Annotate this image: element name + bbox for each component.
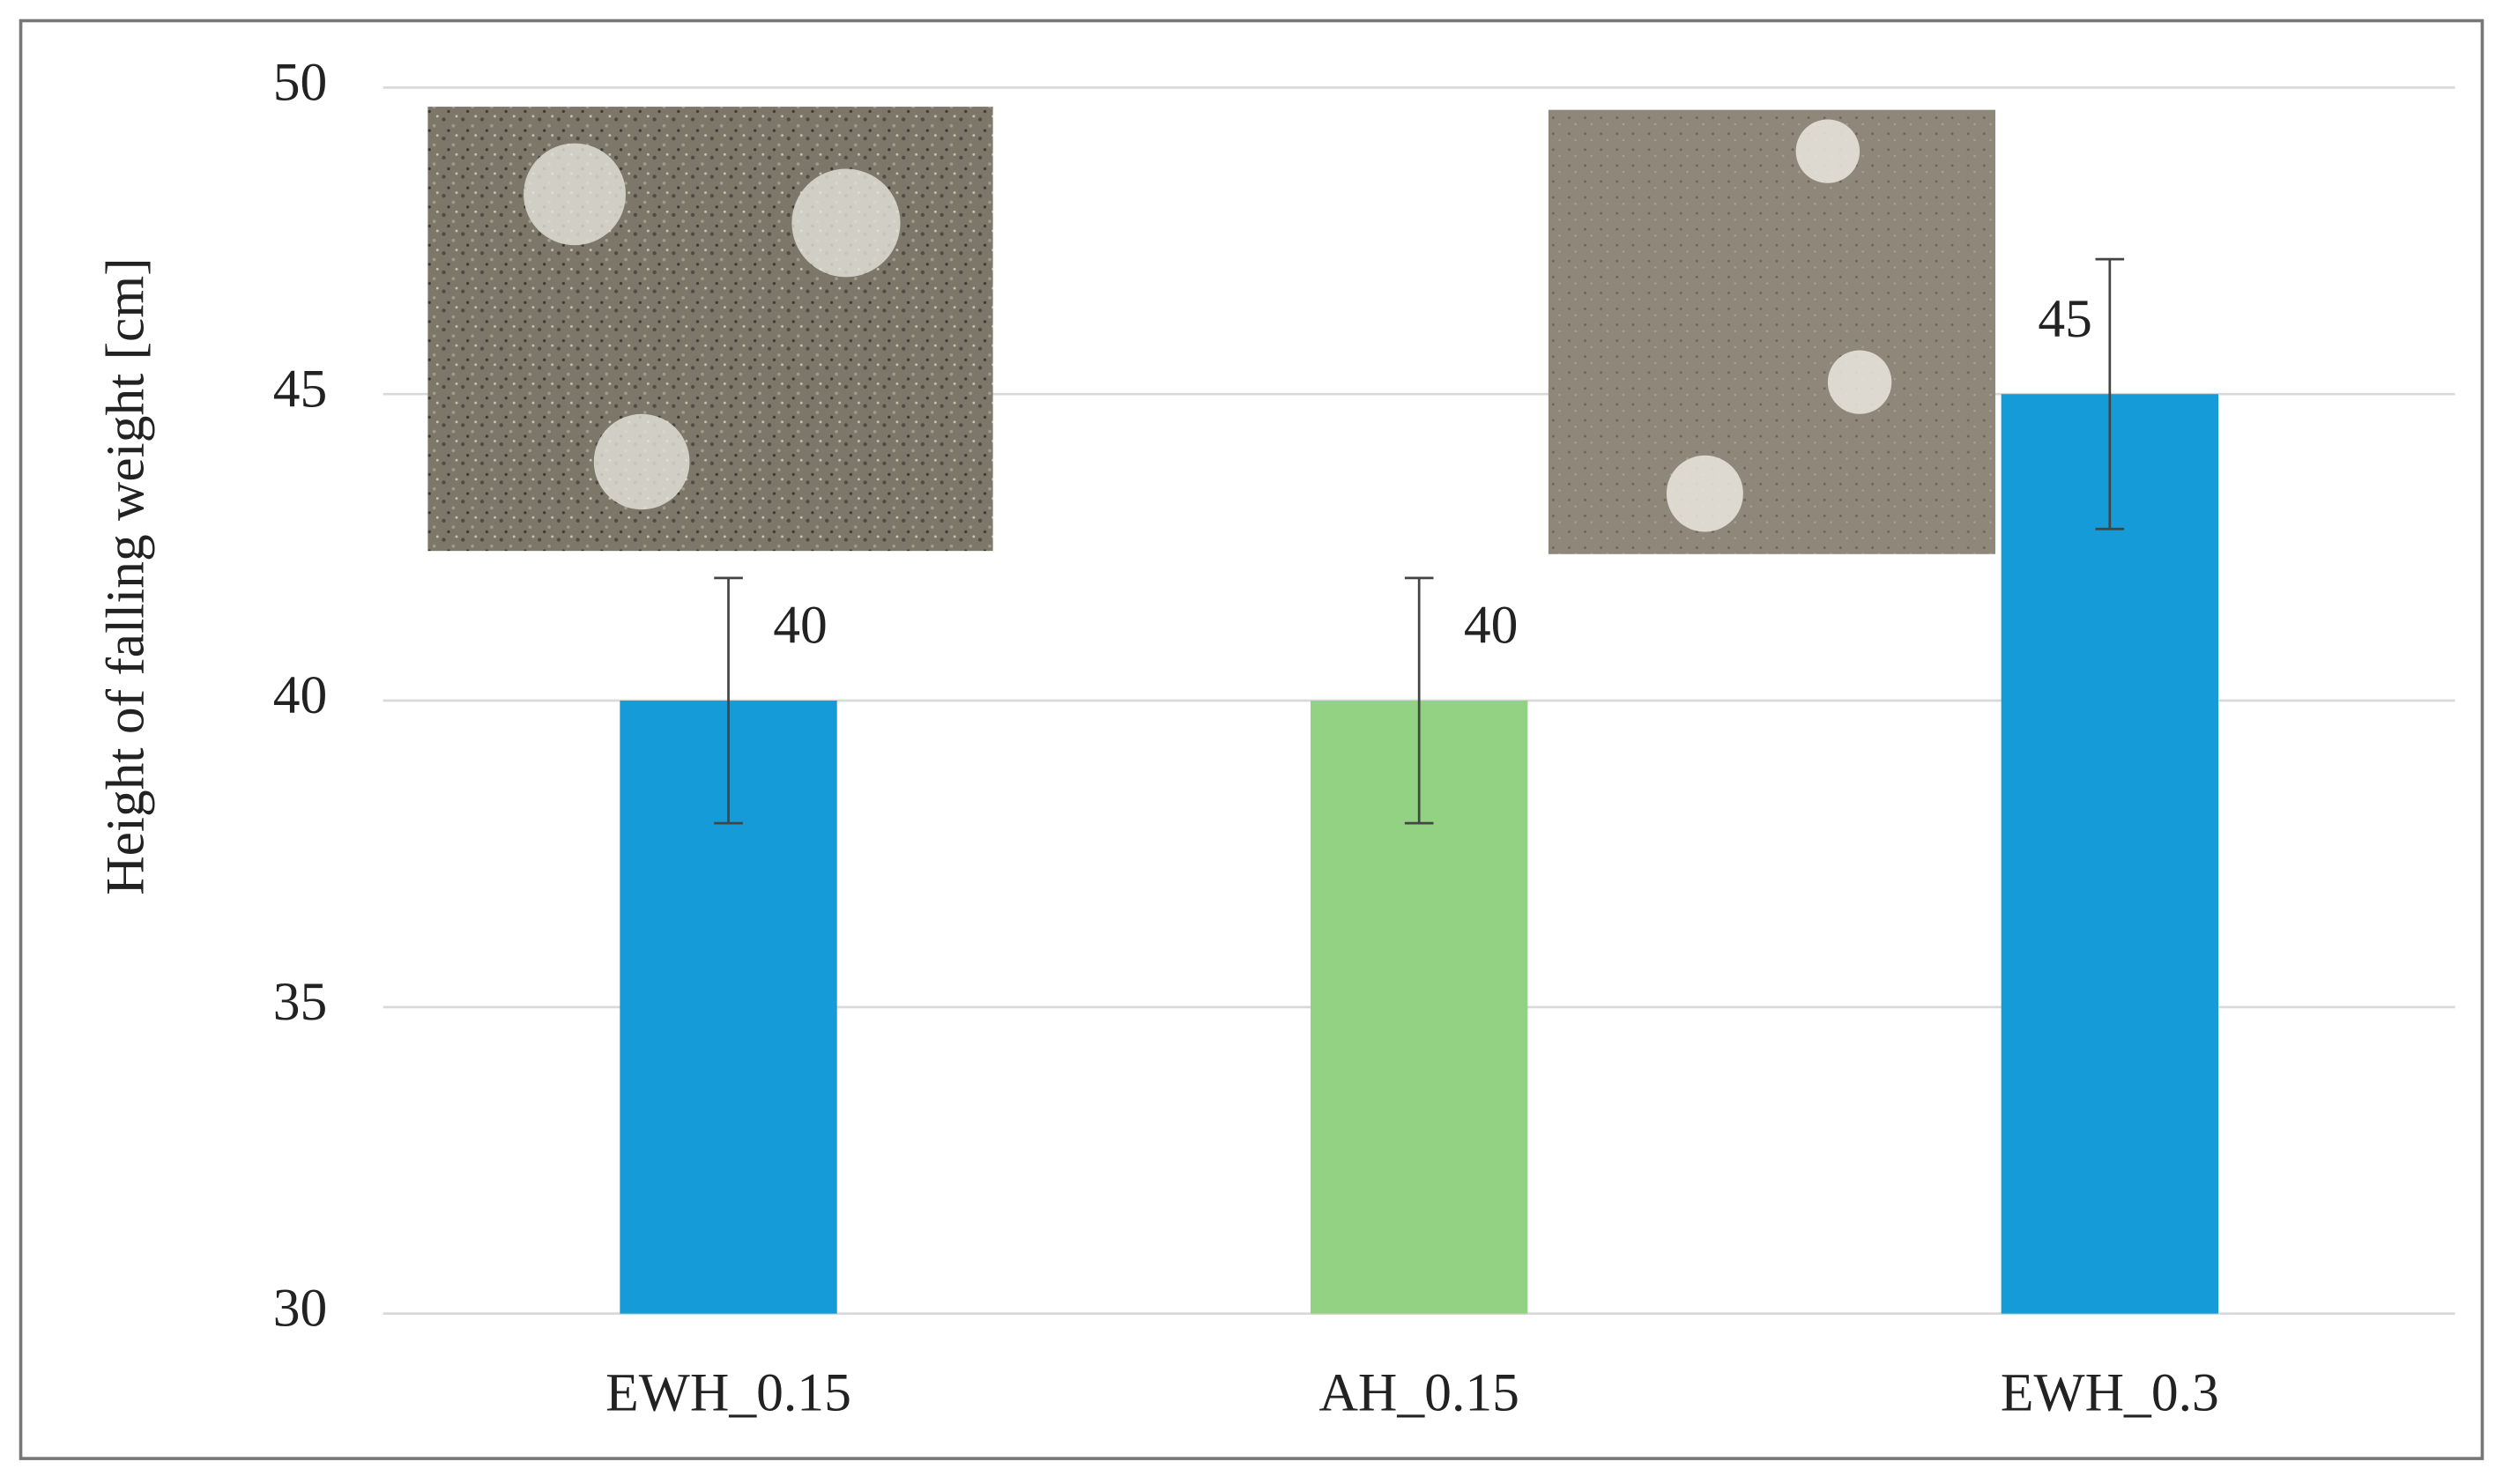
x-tick-label: AH_0.15: [1318, 1363, 1519, 1423]
bar: [2001, 394, 2218, 1314]
y-tick-label: 35: [273, 972, 328, 1032]
y-axis-label: Height of falling weight [cm]: [96, 257, 156, 894]
x-tick-label: EWH_0.15: [605, 1363, 851, 1423]
data-label: 40: [1464, 596, 1519, 656]
x-tick-label: EWH_0.3: [2001, 1363, 2219, 1423]
data-label: 40: [773, 596, 828, 656]
y-tick-label: 50: [273, 53, 328, 113]
y-tick-label: 40: [273, 665, 328, 725]
photo-right: [1548, 109, 1996, 554]
data-label: 45: [2038, 289, 2092, 349]
y-tick-label: 30: [273, 1279, 328, 1339]
y-tick-label: 45: [273, 359, 328, 419]
plot-area: 30 35 40 45 50 EWH_0.15 40 AH_0.15 40 EWH_0.3 45: [273, 53, 2455, 1423]
photo-left: [427, 107, 993, 552]
